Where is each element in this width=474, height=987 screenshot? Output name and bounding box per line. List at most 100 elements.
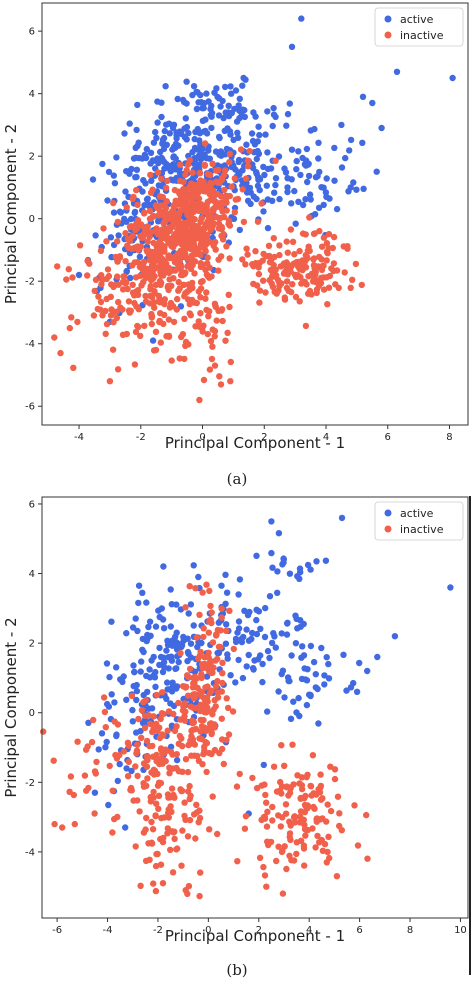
point-inactive — [330, 233, 338, 241]
point-inactive — [314, 832, 321, 840]
point-active — [240, 74, 247, 82]
point-active — [202, 127, 209, 135]
point-inactive — [307, 782, 314, 790]
point-active — [95, 746, 102, 753]
legend-marker-inactive-b — [384, 525, 392, 533]
point-active — [163, 121, 170, 128]
point-inactive — [170, 202, 178, 209]
point-inactive — [170, 208, 177, 215]
point-active — [264, 647, 272, 655]
point-inactive — [107, 293, 115, 300]
point-active — [158, 605, 165, 612]
point-inactive — [195, 757, 203, 764]
point-inactive — [341, 269, 348, 276]
point-active — [131, 668, 138, 676]
point-active — [284, 188, 291, 196]
point-inactive — [233, 783, 241, 790]
point-inactive — [186, 782, 193, 790]
point-active — [160, 145, 168, 153]
point-inactive — [220, 230, 227, 238]
point-inactive — [260, 250, 267, 258]
point-active — [107, 234, 115, 241]
legend-label-inactive-a: inactive — [400, 29, 444, 42]
point-inactive — [285, 287, 292, 294]
point-active — [129, 706, 136, 714]
point-inactive — [263, 883, 270, 890]
point-inactive — [149, 186, 156, 193]
point-inactive — [291, 819, 299, 826]
point-inactive — [155, 805, 162, 812]
point-inactive — [208, 225, 215, 232]
point-active — [203, 673, 211, 680]
point-inactive — [206, 197, 214, 204]
point-inactive — [303, 774, 310, 781]
point-inactive — [206, 826, 213, 833]
point-active — [353, 186, 360, 193]
y-tick-label: 6 — [29, 27, 35, 38]
point-active — [260, 208, 267, 215]
point-inactive — [271, 253, 278, 261]
point-inactive — [66, 324, 74, 332]
point-active — [269, 122, 276, 130]
point-inactive — [320, 286, 328, 293]
point-inactive — [226, 150, 234, 158]
point-inactive — [217, 627, 224, 634]
point-inactive — [180, 703, 187, 710]
point-inactive — [323, 818, 330, 825]
point-inactive — [174, 226, 181, 233]
point-inactive — [190, 181, 198, 188]
point-inactive — [171, 835, 178, 843]
point-inactive — [150, 880, 157, 887]
point-active — [284, 175, 291, 182]
point-inactive — [201, 140, 209, 147]
point-inactive — [200, 633, 207, 641]
point-inactive — [208, 609, 215, 616]
point-inactive — [219, 659, 226, 666]
point-active — [208, 109, 216, 117]
point-inactive — [184, 237, 191, 244]
point-inactive — [192, 204, 200, 211]
point-inactive — [148, 320, 155, 328]
point-inactive — [133, 221, 140, 228]
point-inactive — [114, 273, 121, 280]
point-inactive — [197, 648, 204, 656]
point-inactive — [125, 758, 132, 765]
point-active — [325, 660, 332, 668]
point-active — [159, 668, 167, 676]
point-active — [167, 743, 175, 750]
point-inactive — [221, 186, 228, 194]
point-inactive — [182, 708, 189, 715]
point-active — [342, 154, 349, 162]
point-active — [127, 274, 134, 282]
point-active — [159, 136, 167, 143]
point-active — [359, 139, 366, 146]
point-inactive — [218, 614, 225, 621]
point-active — [151, 674, 159, 681]
point-inactive — [181, 315, 188, 322]
point-inactive — [67, 773, 75, 780]
point-inactive — [198, 214, 206, 222]
plot-frame-b — [41, 496, 469, 919]
point-inactive — [283, 784, 290, 791]
point-inactive — [177, 650, 184, 657]
point-inactive — [196, 611, 203, 618]
point-inactive — [249, 774, 256, 782]
point-active — [303, 701, 311, 709]
point-active — [85, 719, 92, 726]
point-active — [222, 571, 229, 578]
point-active — [276, 195, 283, 203]
point-active — [304, 178, 311, 186]
point-active — [139, 635, 146, 643]
point-active — [215, 619, 222, 626]
point-active — [269, 564, 276, 571]
point-inactive — [225, 220, 232, 228]
point-inactive — [363, 811, 370, 819]
point-inactive — [301, 808, 309, 816]
point-active — [205, 147, 212, 154]
point-active — [378, 124, 385, 132]
point-inactive — [328, 265, 335, 272]
point-inactive — [125, 244, 132, 252]
point-active — [232, 638, 240, 646]
point-inactive — [196, 396, 203, 404]
point-active — [160, 563, 167, 570]
